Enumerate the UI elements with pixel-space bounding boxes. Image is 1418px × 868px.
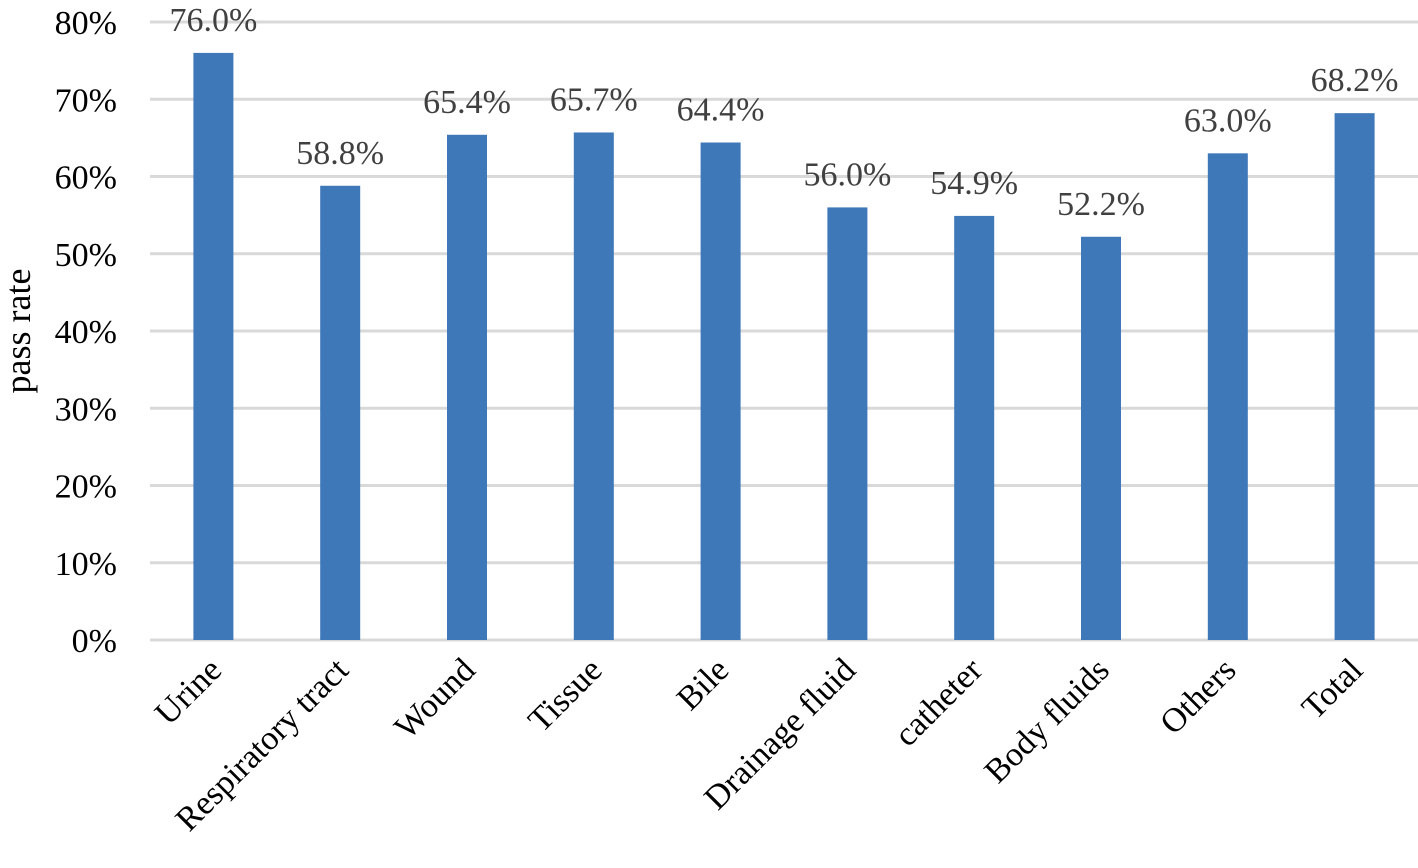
bar [1081,236,1121,640]
x-category-label: Total [1295,651,1370,726]
bar [827,207,868,640]
x-category-label: Urine [148,651,229,732]
data-label: 76.0% [169,2,257,39]
bar [193,52,234,640]
y-tick-label: 0% [72,623,117,660]
y-axis-tick-labels: 0% 10% 20% 30% 40% 50% 60% 70% 80% [55,5,117,660]
y-tick-label: 80% [55,5,117,42]
data-label: 56.0% [803,156,891,193]
y-tick-label: 60% [55,160,117,197]
bar [573,132,614,640]
bars [193,52,1375,640]
x-category-label: Tissue [521,651,609,739]
data-label: 64.4% [677,92,765,129]
x-category-label: Body fluids [978,651,1117,790]
bar [1207,153,1248,640]
bar [700,142,741,640]
x-category-label: Bile [670,651,736,717]
data-label: 58.8% [296,135,384,172]
y-tick-label: 70% [55,82,117,119]
y-axis-title: pass rate [0,269,38,394]
data-label: 54.9% [930,165,1018,202]
y-tick-label: 40% [55,314,117,351]
gridlines [150,20,1418,642]
data-label: 52.2% [1057,186,1145,223]
data-labels: 76.0% 58.8% 65.4% 65.7% 64.4% 56.0% 54.9% 52.2%… [169,2,1398,223]
y-tick-label: 10% [55,546,117,583]
x-category-label: Others [1153,651,1243,741]
data-label: 65.7% [550,81,638,118]
bar [1334,113,1375,640]
data-label: 63.0% [1184,102,1272,139]
y-tick-label: 50% [55,237,117,274]
y-tick-label: 20% [55,469,117,506]
x-category-label: catheter [888,651,991,754]
bar [320,185,361,640]
data-label: 65.4% [423,84,511,121]
bar [447,134,487,640]
x-category-label: Wound [388,651,483,746]
data-label: 68.2% [1311,62,1399,99]
y-tick-label: 30% [55,391,117,428]
bar [954,215,995,640]
